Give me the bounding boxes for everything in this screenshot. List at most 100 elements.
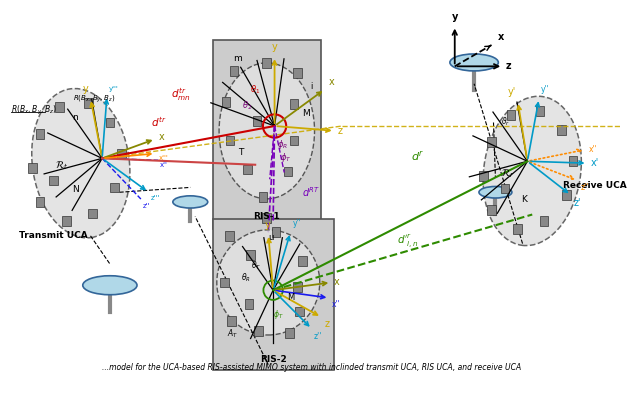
Text: $d^{tr}_{mn}$: $d^{tr}_{mn}$ (171, 86, 191, 103)
Text: $\phi_R$: $\phi_R$ (276, 138, 288, 151)
Bar (557, 126, 566, 135)
Text: z': z' (574, 198, 581, 208)
Bar (49, 176, 58, 186)
Bar (226, 136, 234, 145)
Text: y': y' (508, 87, 516, 97)
Text: z: z (506, 61, 512, 71)
Text: i: i (310, 82, 312, 91)
Ellipse shape (219, 63, 314, 199)
Bar (298, 256, 307, 266)
Text: M: M (287, 293, 294, 302)
Ellipse shape (32, 88, 130, 238)
Bar (117, 149, 126, 158)
Text: x: x (334, 278, 340, 288)
Text: x: x (329, 77, 335, 87)
Bar (262, 58, 271, 68)
Text: z''': z''' (150, 195, 160, 201)
Bar (513, 224, 522, 234)
Text: $A_T$: $A_T$ (227, 328, 238, 340)
Text: RIS-1: RIS-1 (253, 212, 280, 221)
Bar (110, 182, 119, 192)
Text: y: y (452, 12, 458, 22)
Bar (540, 216, 548, 226)
Text: ...model for the UCA-based RIS-assisted MIMO system with inclinded transmit UCA,: ...model for the UCA-based RIS-assisted … (102, 364, 521, 372)
Bar (253, 116, 262, 126)
Bar (284, 167, 292, 176)
Ellipse shape (479, 186, 512, 198)
Text: $\phi_T$: $\phi_T$ (273, 308, 284, 321)
Bar (500, 184, 509, 193)
Text: Receive UCA: Receive UCA (563, 181, 627, 190)
Bar (562, 190, 570, 200)
Ellipse shape (83, 276, 137, 295)
Text: $\mathcal{R}_r$: $\mathcal{R}_r$ (501, 167, 515, 180)
Text: x'': x'' (160, 162, 168, 168)
Text: $d'^{r}_{l,n}$: $d'^{r}_{l,n}$ (397, 232, 419, 250)
Bar (536, 106, 545, 116)
Text: x': x' (590, 158, 598, 168)
Bar (230, 66, 238, 76)
Bar (220, 278, 229, 287)
Bar (225, 231, 234, 241)
Ellipse shape (450, 54, 499, 71)
Text: $R(B_x, B_y, B_z)$: $R(B_x, B_y, B_z)$ (11, 104, 57, 118)
Bar (254, 326, 263, 336)
Ellipse shape (173, 196, 208, 208)
Text: K: K (522, 195, 527, 204)
Text: z'': z'' (314, 332, 322, 341)
Ellipse shape (483, 96, 581, 246)
Bar (289, 99, 298, 108)
Bar (243, 165, 252, 174)
Text: z'': z'' (580, 182, 589, 192)
Bar (28, 163, 36, 173)
Text: $\theta_R$: $\theta_R$ (241, 272, 251, 284)
Text: $\theta_1$: $\theta_1$ (250, 83, 260, 96)
Bar (507, 110, 515, 120)
Bar (293, 282, 301, 292)
Bar (259, 192, 268, 202)
Bar (222, 97, 230, 107)
Text: $\theta_2$: $\theta_2$ (243, 100, 253, 112)
Bar (55, 102, 64, 112)
Text: n: n (72, 112, 78, 122)
Bar (487, 137, 496, 147)
Bar (294, 68, 302, 78)
Text: T: T (238, 148, 243, 157)
Text: x: x (497, 32, 504, 42)
Bar (88, 209, 97, 218)
Text: m: m (234, 54, 242, 63)
Text: z: z (324, 319, 330, 329)
Text: x: x (158, 132, 164, 142)
Bar (271, 227, 280, 237)
Text: RIS-2: RIS-2 (260, 355, 287, 364)
Text: y''': y''' (109, 86, 118, 92)
FancyBboxPatch shape (212, 219, 333, 370)
Text: x''': x''' (158, 156, 168, 162)
Bar (295, 307, 303, 316)
Text: $\mathcal{R}_t$: $\mathcal{R}_t$ (55, 159, 68, 172)
Text: $\theta_T$: $\theta_T$ (250, 260, 261, 272)
Bar (84, 98, 93, 108)
Text: u: u (269, 233, 274, 242)
Text: z: z (337, 126, 342, 136)
Bar (36, 129, 45, 139)
Bar (568, 156, 577, 166)
Text: M: M (301, 109, 309, 118)
Text: x'': x'' (588, 145, 597, 154)
Text: y: y (272, 42, 277, 52)
Text: $\vartheta_r$: $\vartheta_r$ (502, 116, 511, 128)
Bar (36, 197, 45, 207)
Bar (479, 171, 488, 181)
Text: $d^{RT}$: $d^{RT}$ (301, 185, 320, 199)
Bar (62, 216, 70, 226)
Bar (244, 299, 253, 308)
Text: z'': z'' (143, 203, 150, 209)
Bar (246, 250, 255, 260)
FancyBboxPatch shape (212, 40, 321, 229)
Text: y'': y'' (541, 86, 550, 94)
Text: y: y (264, 220, 270, 230)
Text: Transmit UCA: Transmit UCA (19, 231, 88, 240)
Text: $\phi_T$: $\phi_T$ (280, 151, 292, 164)
Bar (106, 118, 115, 127)
Bar (227, 316, 236, 326)
